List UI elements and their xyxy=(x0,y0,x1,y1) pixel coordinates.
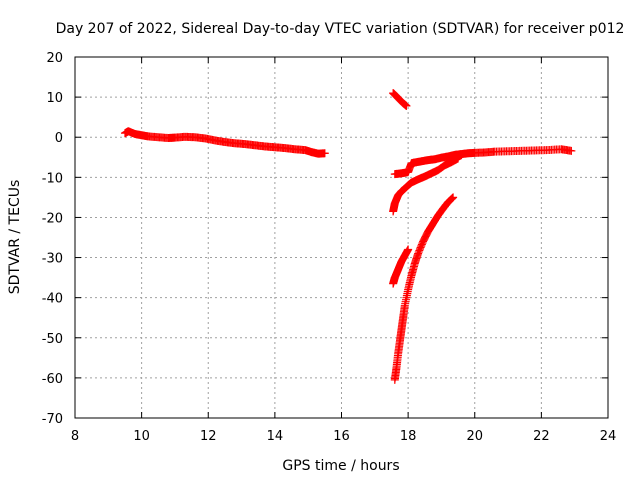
y-tick-label: -60 xyxy=(42,372,63,387)
series-4 xyxy=(389,245,413,288)
data-point xyxy=(449,193,458,202)
x-tick-label: 14 xyxy=(267,429,284,444)
axis-ticks: 8 10 12 14 16 18 20 22 24 -70 -60 -50 -40 -30 -20 -10 0 1… xyxy=(42,51,617,444)
grid xyxy=(75,57,608,418)
y-tick-label: 0 xyxy=(55,131,63,146)
y-tick-label: -20 xyxy=(42,211,63,226)
y-tick-label: -10 xyxy=(42,171,63,186)
y-tick-label: -50 xyxy=(42,332,63,347)
y-tick-label: -30 xyxy=(42,252,63,267)
x-tick-label: 12 xyxy=(200,429,217,444)
data-point xyxy=(567,146,576,155)
x-tick-label: 18 xyxy=(400,429,417,444)
y-tick-label: -40 xyxy=(42,292,63,307)
y-tick-label: -70 xyxy=(42,412,63,427)
x-axis-label: GPS time / hours xyxy=(282,458,399,474)
data-point xyxy=(404,245,413,254)
data-point xyxy=(402,101,411,110)
x-tick-label: 20 xyxy=(466,429,483,444)
x-tick-label: 8 xyxy=(71,429,79,444)
x-tick-label: 10 xyxy=(133,429,150,444)
series-2 xyxy=(390,145,576,179)
y-axis-label: SDTVAR / TECUs xyxy=(7,180,23,295)
series-1 xyxy=(389,89,411,110)
data-point xyxy=(447,194,456,203)
data-point xyxy=(320,149,329,158)
data-point xyxy=(448,193,457,202)
series-0 xyxy=(120,127,329,158)
data-point xyxy=(447,195,456,204)
chart-title: Day 207 of 2022, Sidereal Day-to-day VTE… xyxy=(56,21,625,37)
x-tick-label: 22 xyxy=(533,429,550,444)
data-points xyxy=(120,89,576,384)
series-5 xyxy=(390,193,458,384)
x-tick-label: 24 xyxy=(600,429,617,444)
y-tick-label: 10 xyxy=(46,91,63,106)
y-tick-label: 20 xyxy=(46,51,63,66)
series-3 xyxy=(389,154,463,216)
data-point xyxy=(454,154,463,163)
x-tick-label: 16 xyxy=(333,429,350,444)
